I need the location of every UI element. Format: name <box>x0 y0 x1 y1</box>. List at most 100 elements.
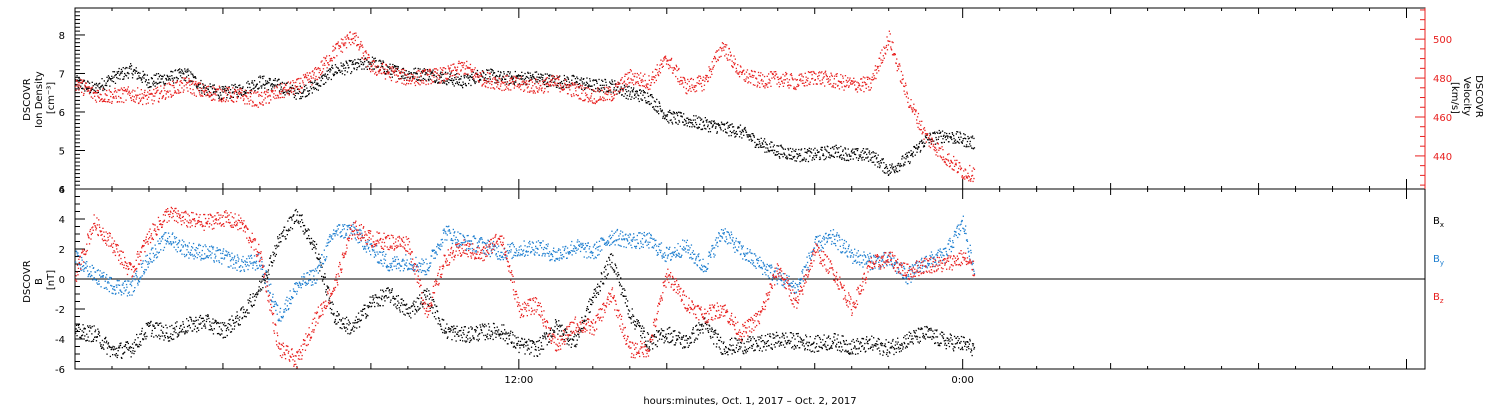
velocity-series-point <box>847 80 849 82</box>
velocity-series-point <box>581 92 583 94</box>
Bx-series-point <box>324 276 326 278</box>
velocity-series-point <box>611 96 613 98</box>
density-series-point <box>165 78 167 80</box>
density-series-point <box>143 74 145 76</box>
density-series-point <box>666 114 669 116</box>
density-series-point <box>424 73 426 76</box>
density-series-point <box>321 76 323 78</box>
density-series-point <box>678 121 681 123</box>
velocity-series-point <box>783 82 785 84</box>
velocity-series-point <box>751 70 753 73</box>
density-series-point <box>788 153 790 156</box>
velocity-series-point <box>126 90 128 92</box>
velocity-series-point <box>784 75 786 77</box>
density-series-point <box>867 156 869 158</box>
density-series-point <box>242 94 245 96</box>
Bx-series-point <box>164 335 166 337</box>
density-series-point <box>603 84 605 86</box>
velocity-series-point <box>539 80 541 83</box>
velocity-series-point <box>81 91 83 93</box>
density-series-point <box>659 105 661 107</box>
density-series-point <box>753 136 755 138</box>
density-series-point <box>138 75 140 77</box>
density-series-point <box>543 83 546 86</box>
velocity-series-point <box>514 76 516 78</box>
density-series-point <box>495 74 497 77</box>
Bx-series-point <box>463 326 466 328</box>
Bx-series-point <box>291 219 293 221</box>
Bx-series-point <box>190 316 192 319</box>
density-series-point <box>105 84 107 86</box>
Bx-series-point <box>93 325 95 327</box>
velocity-series-point <box>537 91 539 93</box>
density-series-point <box>691 126 693 128</box>
density-series-point <box>482 76 484 78</box>
Bx-series-point <box>308 229 310 231</box>
velocity-series-point <box>162 95 165 97</box>
Bx-series-point <box>166 327 168 329</box>
velocity-series-point <box>864 77 866 79</box>
Bx-series-point <box>187 320 190 322</box>
density-series-point <box>491 69 493 71</box>
velocity-series-point <box>762 74 764 76</box>
density-series-point <box>632 89 634 91</box>
density-series-point <box>490 71 492 73</box>
Bx-series-point <box>94 329 97 331</box>
density-series-point <box>600 89 602 92</box>
velocity-series-point <box>402 68 405 71</box>
Bx-series-point <box>390 291 393 293</box>
velocity-series-point <box>740 71 743 74</box>
density-series-point <box>300 97 302 100</box>
density-series-point <box>834 152 836 154</box>
velocity-series-point <box>913 108 915 111</box>
velocity-series-point <box>266 89 268 91</box>
density-series-point <box>174 69 177 71</box>
density-series-point <box>418 76 420 78</box>
density-series-point <box>272 79 275 81</box>
velocity-series-point <box>901 82 903 84</box>
Bx-series-point <box>192 320 195 322</box>
density-series-point <box>747 136 749 138</box>
density-series-point <box>185 80 187 82</box>
velocity-series-point <box>877 67 879 69</box>
velocity-series-point <box>923 127 926 129</box>
density-series-point <box>591 85 593 87</box>
velocity-series-point <box>518 87 520 89</box>
density-series-point <box>173 82 175 84</box>
Bx-series-point <box>347 319 350 321</box>
velocity-series-point <box>393 70 395 72</box>
density-series-point <box>942 135 945 137</box>
velocity-series-point <box>542 83 544 85</box>
Bx-series-point <box>201 327 203 329</box>
density-series-point <box>681 115 683 117</box>
velocity-series-point <box>686 93 688 95</box>
velocity-series-point <box>733 55 735 57</box>
density-series-point <box>450 79 453 82</box>
velocity-series-point <box>418 70 420 72</box>
density-series-point <box>410 72 412 74</box>
density-series-point <box>854 153 856 155</box>
density-series-point <box>313 86 315 89</box>
density-series-point <box>109 78 111 80</box>
velocity-series-point <box>237 89 239 91</box>
velocity-series-point <box>274 90 276 92</box>
density-series-point <box>759 143 761 145</box>
density-series-point <box>189 80 191 82</box>
velocity-series-point <box>226 94 228 96</box>
density-series-point <box>541 74 543 76</box>
velocity-series-point <box>625 85 627 88</box>
velocity-series-point <box>850 83 852 85</box>
density-series-point <box>160 78 162 80</box>
density-series-point <box>615 89 618 91</box>
velocity-series-point <box>132 89 134 91</box>
Bx-series-point <box>288 228 290 230</box>
velocity-series-point <box>199 82 202 84</box>
density-series-point <box>323 74 325 76</box>
Bx-series-point <box>201 317 203 319</box>
Bx-series-point <box>384 300 386 302</box>
velocity-series-point <box>292 80 294 82</box>
velocity-series-point <box>642 80 644 82</box>
density-series-point <box>656 98 658 101</box>
velocity-series-point <box>638 74 640 76</box>
density-series-point <box>918 146 920 148</box>
